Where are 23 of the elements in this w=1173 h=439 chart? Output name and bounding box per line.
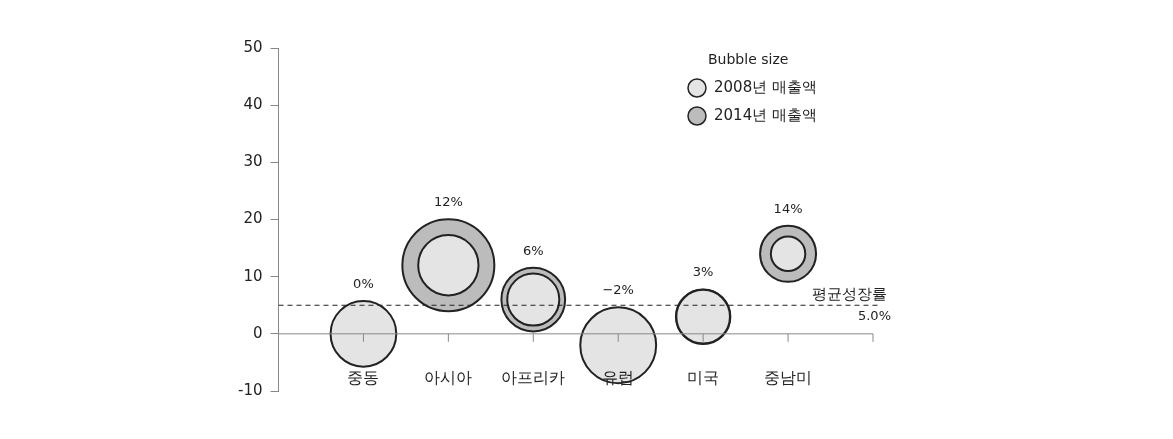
data-label: 3% bbox=[692, 264, 714, 280]
y-tick-label: 10 bbox=[243, 266, 263, 285]
y-tick-label: 0 bbox=[252, 323, 263, 342]
data-label: −2% bbox=[602, 282, 634, 298]
legend-title: Bubble size bbox=[708, 50, 789, 67]
y-tick-label: 40 bbox=[243, 95, 263, 114]
x-tick-label: 유럽 bbox=[602, 367, 635, 387]
data-label: 14% bbox=[773, 200, 803, 216]
data-label: 12% bbox=[433, 194, 463, 210]
legend-label: 2014년 매출액 bbox=[714, 105, 817, 124]
data-label: 6% bbox=[522, 242, 544, 258]
x-tick-label: 미국 bbox=[687, 367, 720, 387]
y-tick-label: 30 bbox=[243, 152, 263, 171]
ref-line-label: 평균성장률 5.0% bbox=[812, 284, 891, 324]
x-tick-label: 중동 bbox=[347, 367, 380, 387]
y-tick-label: 50 bbox=[243, 37, 263, 56]
y-tick-label: 20 bbox=[243, 209, 263, 228]
y-tick-label: -10 bbox=[238, 380, 263, 399]
x-tick-label: 아시아 bbox=[424, 367, 473, 387]
data-label: 0% bbox=[353, 275, 374, 291]
x-tick-label: 아프리카 bbox=[501, 367, 566, 387]
legend-label: 2008년 매출액 bbox=[714, 77, 817, 96]
x-tick-label: 중남미 bbox=[764, 367, 813, 387]
